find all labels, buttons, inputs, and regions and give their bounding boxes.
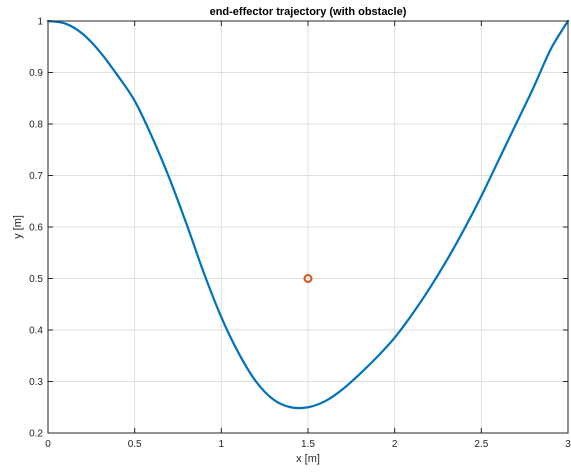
y-tick-label: 0.7 [29, 171, 43, 182]
y-tick-label: 0.6 [29, 223, 43, 234]
trajectory-line [46, 19, 570, 410]
y-tick-label: 0.9 [29, 68, 43, 79]
x-tick-label: 0.5 [128, 439, 142, 450]
x-axis-label: x [m] [296, 453, 320, 465]
x-tick-label: 3 [565, 439, 571, 450]
chart-title: end-effector trajectory (with obstacle) [210, 6, 407, 18]
y-axis-label: y [m] [12, 215, 24, 239]
x-tick-label: 2.5 [474, 439, 488, 450]
marker-layer [303, 274, 313, 283]
x-tick-label: 1.5 [301, 439, 315, 450]
tick-layer: 0 0.5 1 1.5 2 2.5 3 0.2 0.3 0.4 0.5 0.6 0.7 0.8 0.9 1 [29, 17, 571, 451]
y-tick-label: 0.4 [29, 326, 43, 337]
y-tick-label: 0.2 [29, 429, 43, 440]
y-tick-label: 0.8 [29, 120, 43, 131]
y-tick-label: 0.3 [29, 377, 43, 388]
x-tick-label: 1 [219, 439, 225, 450]
x-tick-label: 2 [392, 439, 398, 450]
y-tick-label: 0.5 [29, 274, 43, 285]
y-tick-label: 1 [37, 17, 43, 28]
series-layer [46, 19, 570, 410]
x-tick-label: 0 [45, 439, 51, 450]
obstacle-marker [303, 274, 313, 283]
